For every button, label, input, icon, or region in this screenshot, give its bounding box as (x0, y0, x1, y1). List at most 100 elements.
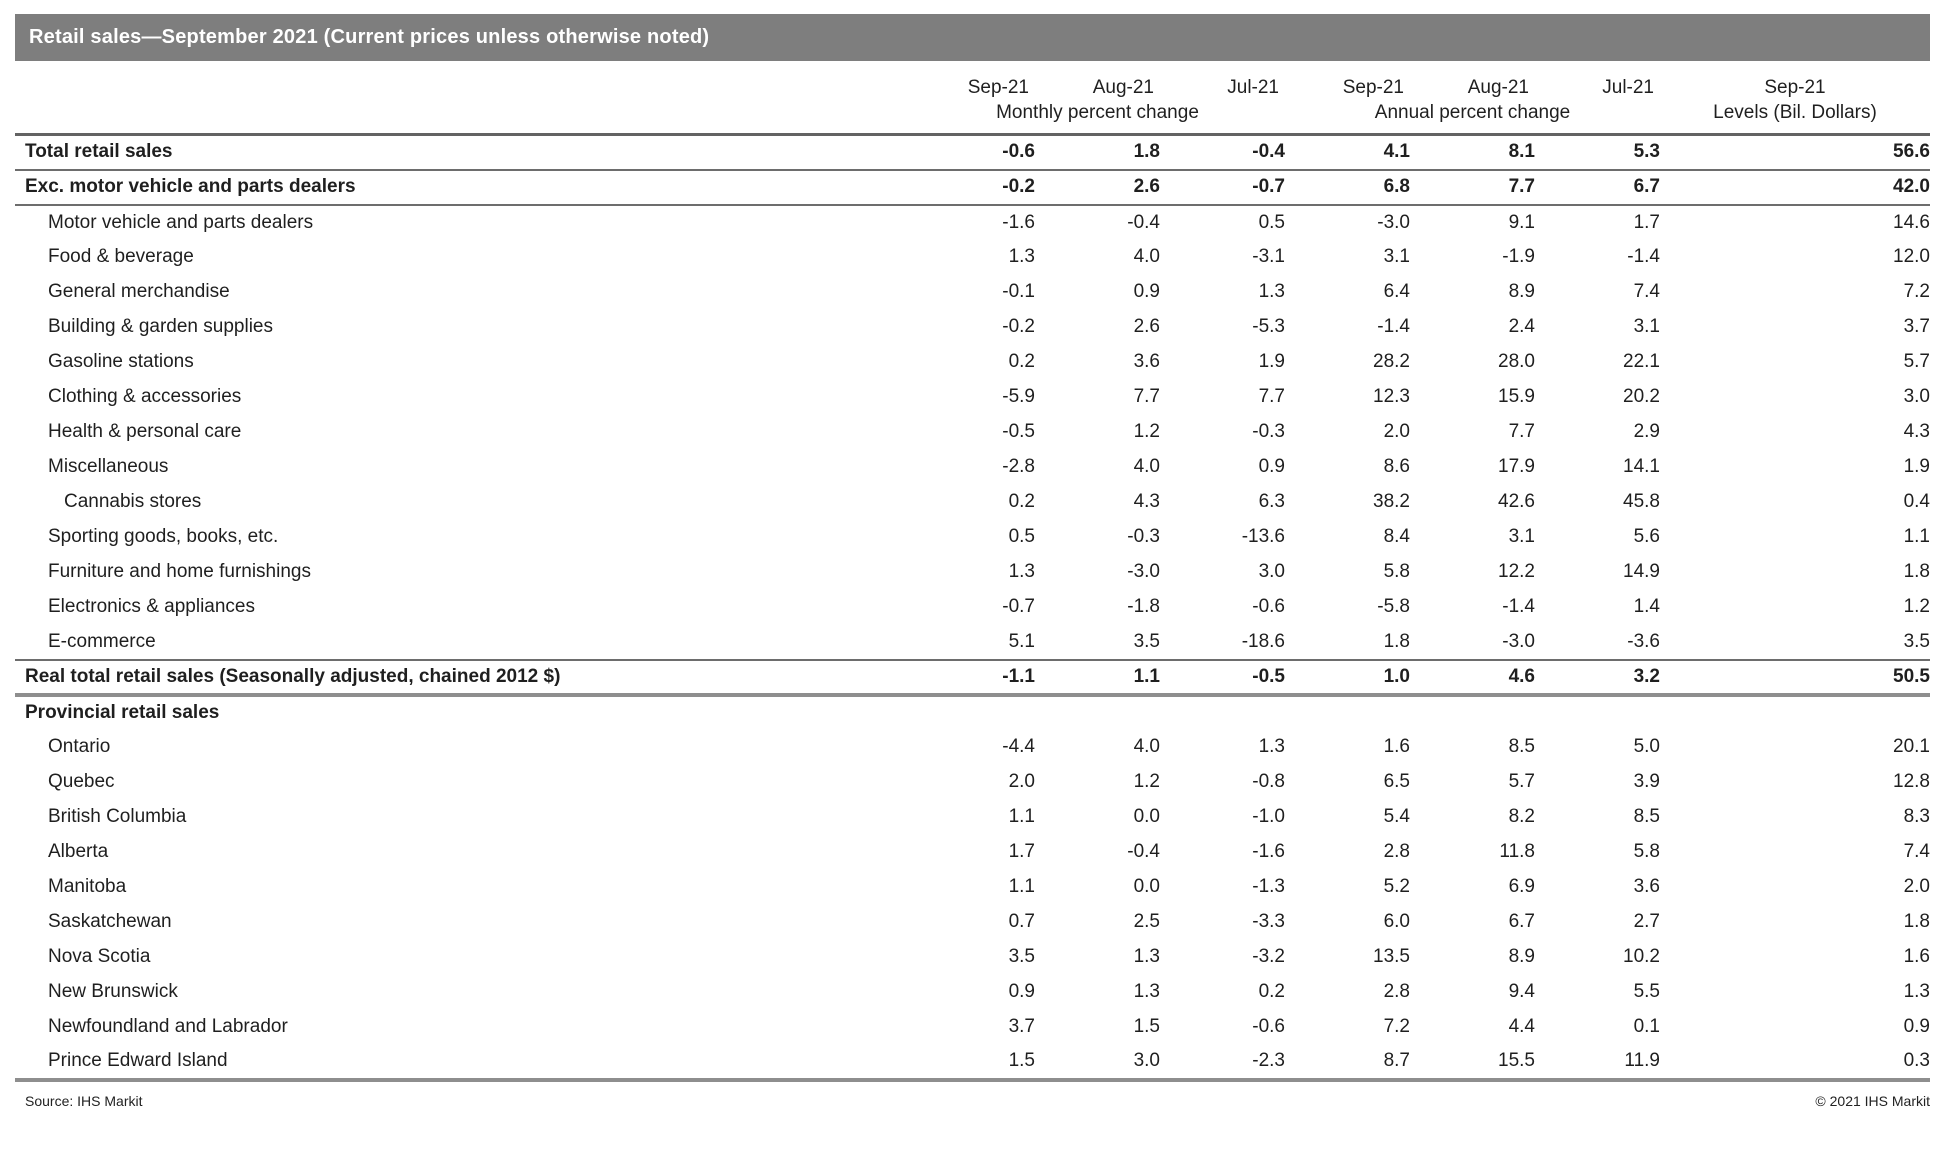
cell-value: -0.7 (1002, 596, 1035, 617)
cell-value: 7.7 (1508, 421, 1535, 442)
cell-value: -1.1 (910, 659, 1035, 697)
cell-value: 4.1 (1285, 134, 1410, 171)
table-row: Furniture and home furnishings 1.3 -3.0 3.0… (15, 555, 1930, 590)
cell-value: -0.6 (910, 134, 1035, 171)
cell-value: 7.2 (1383, 1016, 1410, 1037)
cell-value: 17.9 (1498, 456, 1535, 477)
cell-value (1285, 695, 1410, 730)
cell-value: -0.3 (1252, 421, 1285, 442)
cell-value: -13.6 (1241, 526, 1285, 547)
cell-value: -3.0 (1410, 624, 1535, 661)
cell-value: 12.8 (1893, 771, 1930, 792)
cell-value: 7.4 (1903, 841, 1930, 862)
cell-value: -0.6 (1252, 596, 1285, 617)
cell-value: 3.5 (1008, 946, 1035, 967)
table-row: Electronics & appliances -0.7 -1.8 -0.6 -5.8… (15, 590, 1930, 625)
row-label: Newfoundland and Labrador (48, 1016, 288, 1037)
cell-value: -0.4 (1160, 134, 1285, 171)
cell-value: 1.8 (1285, 624, 1410, 661)
cell-value: 1.0 (1285, 659, 1410, 697)
cell-value: -2.8 (1002, 456, 1035, 477)
cell-value: 8.9 (1508, 946, 1535, 967)
cell-value: 2.4 (1508, 316, 1535, 337)
cell-value: 8.4 (1383, 526, 1410, 547)
table-row: Provincial retail sales (15, 695, 1930, 730)
table-row: Motor vehicle and parts dealers -1.6 -0.4 0… (15, 205, 1930, 240)
table-row: Ontario -4.4 4.0 1.3 1.6 8.5 5.0 20.1 (15, 730, 1930, 765)
cell-value: 3.9 (1633, 771, 1660, 792)
cell-value: 7.7 (1133, 386, 1160, 407)
cell-value (1160, 695, 1285, 730)
table-row: Exc. motor vehicle and parts dealers -0.2… (15, 169, 1930, 206)
table-body: Total retail sales -0.6 1.8 -0.4 4.1 8.1 5.3 56… (15, 134, 1930, 1082)
header-spacer (15, 102, 910, 136)
cell-value: 0.2 (1008, 491, 1035, 512)
cell-value: 8.2 (1508, 806, 1535, 827)
cell-value: 1.6 (1383, 736, 1410, 757)
cell-value: 0.5 (1258, 211, 1285, 233)
row-label: Food & beverage (48, 246, 194, 267)
cell-value: -0.8 (1252, 771, 1285, 792)
group-header-row: Monthly percent change Annual percent ch… (15, 102, 1930, 136)
cell-value: 1.6 (1903, 946, 1930, 967)
cell-value: 14.6 (1893, 211, 1930, 233)
cell-value: -0.5 (1002, 421, 1035, 442)
cell-value: 1.4 (1633, 596, 1660, 617)
cell-value: 5.5 (1633, 981, 1660, 1002)
retail-sales-report: Retail sales—September 2021 (Current pri… (15, 14, 1930, 1109)
cell-value: 1.3 (1258, 281, 1285, 302)
cell-value: -3.6 (1535, 624, 1660, 661)
cell-value: 5.7 (1903, 351, 1930, 372)
cell-value: 1.3 (1133, 946, 1160, 967)
column-group-annual: Annual percent change (1285, 102, 1660, 136)
cell-value: 4.0 (1133, 456, 1160, 477)
cell-value: 0.5 (1008, 526, 1035, 547)
table-row: Building & garden supplies -0.2 2.6 -5.3 -1.… (15, 310, 1930, 345)
cell-value: 45.8 (1623, 491, 1660, 512)
cell-value: 2.6 (1035, 169, 1160, 206)
cell-value: 3.2 (1535, 659, 1660, 697)
column-header-month: Sep-21 (967, 77, 1029, 98)
table-row: Gasoline stations 0.2 3.6 1.9 28.2 28.0 22.1 5.… (15, 345, 1930, 380)
cell-value: 1.3 (1133, 981, 1160, 1002)
cell-value: 1.5 (1133, 1016, 1160, 1037)
table-row: Manitoba 1.1 0.0 -1.3 5.2 6.9 3.6 2.0 (15, 870, 1930, 905)
table-row: Quebec 2.0 1.2 -0.8 6.5 5.7 3.9 12.8 (15, 765, 1930, 800)
row-label: Ontario (48, 736, 111, 757)
cell-value: 3.0 (1035, 1044, 1160, 1082)
cell-value: -0.2 (910, 169, 1035, 206)
cell-value: 3.5 (1660, 624, 1930, 661)
cell-value: 3.1 (1383, 246, 1410, 267)
cell-value: 0.2 (1258, 981, 1285, 1002)
cell-value: 1.9 (1903, 456, 1930, 477)
cell-value: 28.2 (1373, 351, 1410, 372)
column-header-month: Aug-21 (1092, 77, 1154, 98)
cell-value: 6.4 (1383, 281, 1410, 302)
row-label: Health & personal care (48, 421, 242, 442)
cell-value: -1.4 (1377, 316, 1410, 337)
cell-value: 6.3 (1258, 491, 1285, 512)
cell-value: 6.9 (1508, 876, 1535, 897)
cell-value: 6.5 (1383, 771, 1410, 792)
cell-value: -0.1 (1002, 281, 1035, 302)
cell-value: 0.4 (1903, 491, 1930, 512)
cell-value: 12.2 (1498, 561, 1535, 582)
row-label: Miscellaneous (48, 456, 169, 477)
table-row: Total retail sales -0.6 1.8 -0.4 4.1 8.1 5.3 56… (15, 134, 1930, 171)
cell-value: 1.8 (1035, 134, 1160, 171)
copyright-note: © 2021 IHS Markit (1815, 1092, 1930, 1109)
cell-value: 3.6 (1133, 351, 1160, 372)
cell-value: 14.9 (1623, 561, 1660, 582)
cell-value: 1.5 (910, 1044, 1035, 1082)
table-row: Clothing & accessories -5.9 7.7 7.7 12.3 15.9… (15, 380, 1930, 415)
cell-value: 0.2 (1008, 351, 1035, 372)
cell-value: -5.9 (1002, 386, 1035, 407)
cell-value: 11.9 (1535, 1044, 1660, 1082)
cell-value: 3.0 (1903, 386, 1930, 407)
column-header-month: Sep-21 (1342, 77, 1404, 98)
cell-value: 1.2 (1903, 596, 1930, 617)
header-spacer (15, 61, 910, 102)
cell-value: 1.2 (1133, 421, 1160, 442)
table-row: Real total retail sales (Seasonally adju… (15, 659, 1930, 697)
cell-value: 0.9 (1903, 1016, 1930, 1037)
